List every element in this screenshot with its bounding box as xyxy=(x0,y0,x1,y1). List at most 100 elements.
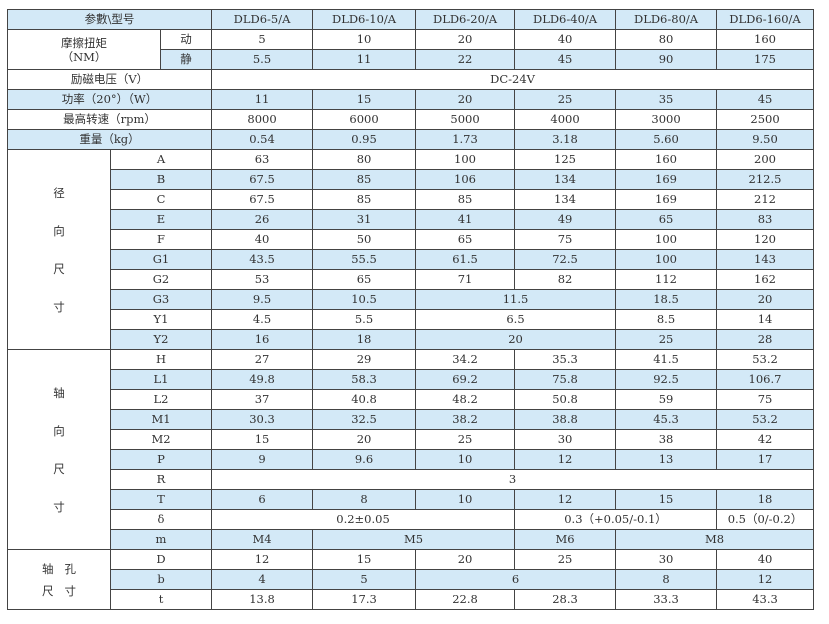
table-row: 轴 孔 尺 寸 D 12 15 20 25 30 40 xyxy=(7,549,815,610)
value-cell: M5 xyxy=(312,529,516,550)
value-cell: 162 xyxy=(716,269,815,290)
value-cell: 0.95 xyxy=(312,129,417,150)
value-cell: 80 xyxy=(312,149,417,170)
row-label: 最高转速（rpm） xyxy=(6,109,213,130)
value-cell: 40 xyxy=(211,229,314,250)
value-cell: 41.5 xyxy=(615,349,718,370)
table-row: B 67.5 85 106 134 169 212.5 xyxy=(8,169,815,190)
model-header: DLD6-40/A xyxy=(514,9,617,30)
value-cell: 63 xyxy=(211,149,314,170)
value-cell: 10 xyxy=(415,449,516,470)
value-cell: 22.8 xyxy=(415,589,516,610)
table-row: t 13.8 17.3 22.8 28.3 33.3 43.3 xyxy=(8,589,815,610)
value-cell: 5 xyxy=(312,569,417,590)
row-label: Y1 xyxy=(109,309,213,330)
value-cell: 10 xyxy=(415,489,516,510)
value-cell: 0.54 xyxy=(211,129,314,150)
value-cell: 55.5 xyxy=(312,249,417,270)
value-cell: 0.3（+0.05/-0.1） xyxy=(514,509,718,530)
value-cell: 134 xyxy=(514,169,617,190)
value-cell: 1.73 xyxy=(415,129,516,150)
value-cell: 9.6 xyxy=(312,449,417,470)
table-row: 功率（20°）（W） 11 15 20 25 35 45 xyxy=(6,89,815,110)
value-cell: 75.8 xyxy=(514,369,617,390)
value-cell: 83 xyxy=(716,209,815,230)
value-cell: 13 xyxy=(615,449,718,470)
row-label: F xyxy=(109,229,213,250)
table-row: F 40 50 65 75 100 120 xyxy=(8,229,815,250)
value-cell: 41 xyxy=(415,209,516,230)
value-cell: 4 xyxy=(211,569,314,590)
value-cell: 5.5 xyxy=(211,49,314,70)
value-cell: 4000 xyxy=(514,109,617,130)
group-label: 轴 孔 尺 寸 xyxy=(7,549,111,610)
value-cell: 34.2 xyxy=(415,349,516,370)
value-cell: 125 xyxy=(514,149,617,170)
row-label: 功率（20°）（W） xyxy=(6,89,213,110)
value-cell: 75 xyxy=(716,389,815,410)
value-cell: 40 xyxy=(514,29,617,50)
table-row: δ 0.2±0.05 0.3（+0.05/-0.1） 0.5（0/-0.2） xyxy=(8,509,815,530)
value-cell: 50.8 xyxy=(514,389,617,410)
value-cell: 17 xyxy=(716,449,815,470)
value-cell: 8000 xyxy=(211,109,314,130)
value-cell: 49 xyxy=(514,209,617,230)
value-cell: 18.5 xyxy=(615,289,718,310)
row-label: G3 xyxy=(109,289,213,310)
model-header: DLD6-80/A xyxy=(615,9,718,30)
row-label: Y2 xyxy=(109,329,213,350)
table-row: 径 向 尺 寸 A 63 80 100 125 160 200 xyxy=(7,149,815,350)
model-header: DLD6-5/A xyxy=(211,9,314,30)
value-cell: 40.8 xyxy=(312,389,417,410)
value-cell: 48.2 xyxy=(415,389,516,410)
row-label: R xyxy=(109,469,213,490)
value-cell: 212 xyxy=(716,189,815,210)
value-cell: 3.18 xyxy=(514,129,617,150)
value-cell: 11 xyxy=(312,49,417,70)
value-cell: 59 xyxy=(615,389,718,410)
value-cell: 28 xyxy=(716,329,815,350)
value-cell: 50 xyxy=(312,229,417,250)
value-cell: 38 xyxy=(615,429,718,450)
value-cell: 11.5 xyxy=(415,289,617,310)
value-cell: 160 xyxy=(716,29,815,50)
value-cell: 3 xyxy=(211,469,815,490)
value-cell: 32.5 xyxy=(312,409,417,430)
value-cell: 61.5 xyxy=(415,249,516,270)
value-cell: 120 xyxy=(716,229,815,250)
value-cell: 58.3 xyxy=(312,369,417,390)
value-cell: 85 xyxy=(415,189,516,210)
header-parameter-label: 参數\型号 xyxy=(6,9,213,30)
value-cell: 38.2 xyxy=(415,409,516,430)
row-label: A xyxy=(109,149,213,170)
table-row: E 26 31 41 49 65 83 xyxy=(8,209,815,230)
value-cell: 65 xyxy=(415,229,516,250)
value-cell: M6 xyxy=(514,529,617,550)
value-cell: 82 xyxy=(514,269,617,290)
torque-sub-label: 动 xyxy=(159,29,213,50)
table-row: Y1 4.5 5.5 6.5 8.5 14 xyxy=(8,309,815,330)
table-row: m M4 M5 M6 M8 xyxy=(8,529,815,550)
value-cell: 43.5 xyxy=(211,249,314,270)
value-cell: 72.5 xyxy=(514,249,617,270)
row-label: G2 xyxy=(109,269,213,290)
row-label: M1 xyxy=(109,409,213,430)
value-cell: M4 xyxy=(211,529,314,550)
table-row: G1 43.5 55.5 61.5 72.5 100 143 xyxy=(8,249,815,270)
torque-sub-label: 静 xyxy=(159,49,213,70)
table-row: G3 9.5 10.5 11.5 18.5 20 xyxy=(8,289,815,310)
value-cell: 112 xyxy=(615,269,718,290)
value-cell: 38.8 xyxy=(514,409,617,430)
value-cell: 143 xyxy=(716,249,815,270)
table-row: C 67.5 85 85 134 169 212 xyxy=(8,189,815,210)
value-cell: 16 xyxy=(211,329,314,350)
value-cell: 33.3 xyxy=(615,589,718,610)
value-cell: 0.2±0.05 xyxy=(211,509,516,530)
value-cell: 30.3 xyxy=(211,409,314,430)
value-cell: 53.2 xyxy=(716,409,815,430)
value-cell: 37 xyxy=(211,389,314,410)
value-cell: 15 xyxy=(615,489,718,510)
value-cell: 6 xyxy=(211,489,314,510)
value-cell: 8 xyxy=(312,489,417,510)
